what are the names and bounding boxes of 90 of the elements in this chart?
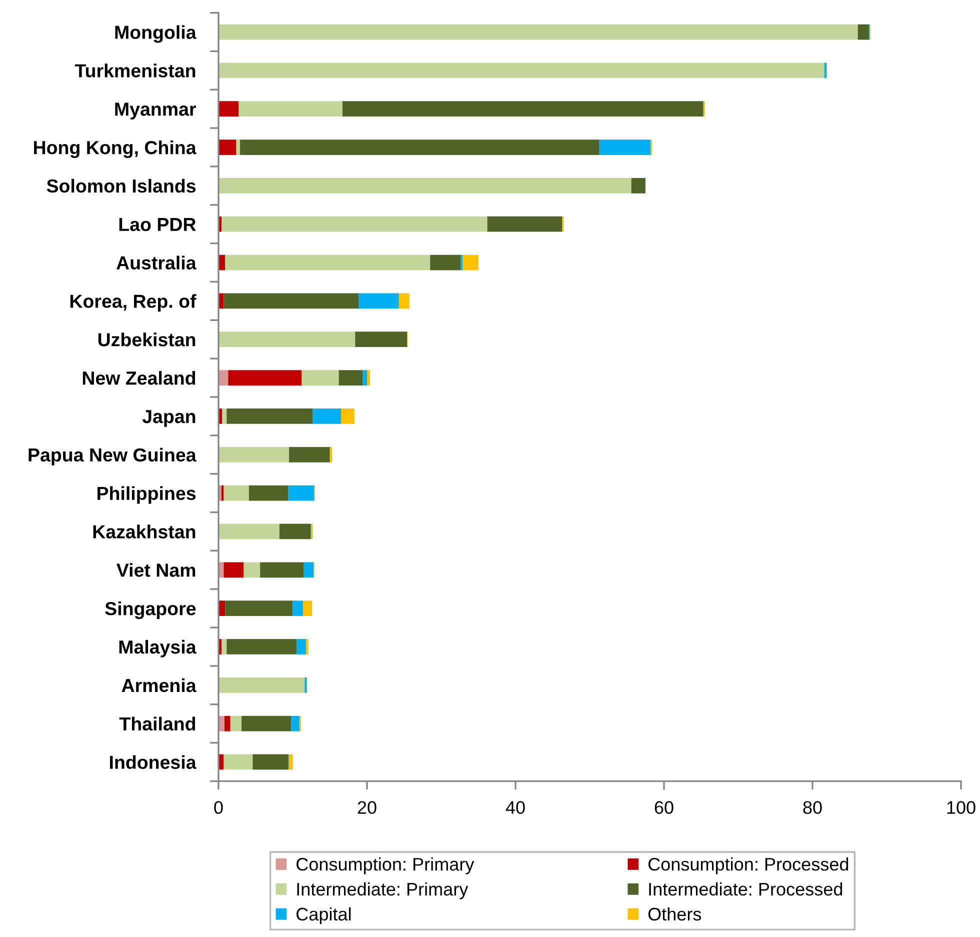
bar [240, 140, 600, 155]
bar [631, 178, 646, 194]
y-tick-label: Turkmenistan [74, 64, 196, 78]
bar [218, 677, 305, 693]
bar [312, 408, 342, 424]
y-tick-label: Thailand [119, 716, 196, 731]
bar [330, 446, 332, 462]
bar [224, 293, 359, 309]
bar [289, 754, 293, 770]
legend-label: Intermediate: Primary [297, 882, 468, 900]
legend-label: Consumption: Primary [296, 857, 474, 874]
bar [288, 485, 314, 501]
bar [218, 24, 858, 40]
bar [289, 446, 330, 462]
bar [224, 754, 253, 770]
x-tick-label: 40 [506, 801, 525, 814]
bar [242, 716, 292, 732]
bar [221, 639, 227, 654]
bar [222, 408, 227, 424]
bar [824, 62, 827, 78]
bar [244, 562, 260, 578]
bar [358, 293, 399, 309]
y-tick-label: Japan [142, 410, 196, 427]
y-tick-label: Korea, Rep. of [70, 294, 196, 312]
bar [218, 332, 356, 348]
y-tick-label: Malaysia [119, 640, 196, 658]
y-tick-label: Hong Kong, China [34, 140, 196, 158]
bar [224, 485, 249, 501]
bar [228, 370, 302, 386]
bar [342, 101, 704, 117]
bar [367, 370, 370, 386]
bar [252, 754, 288, 770]
bar [430, 254, 461, 270]
legend-label: Intermediate: Processed [649, 882, 842, 896]
bar [858, 24, 869, 40]
bar [238, 101, 342, 117]
bar [291, 716, 300, 732]
bar [304, 562, 314, 578]
bar [218, 62, 824, 78]
y-tick-label: Lao PDR [119, 218, 196, 232]
bar [338, 370, 363, 386]
y-tick-label: Indonesia [110, 755, 196, 769]
bar [218, 140, 236, 155]
y-tick-label: Myanmar [115, 102, 196, 120]
bar [248, 485, 288, 501]
legend-label: Capital [296, 907, 351, 924]
bar [260, 562, 304, 578]
bar [362, 370, 367, 386]
bar [302, 370, 339, 386]
bar [355, 332, 408, 348]
x-tick-label: 0 [214, 801, 223, 814]
bar [398, 293, 410, 309]
x-tick-label: 60 [654, 801, 674, 814]
bar [225, 254, 430, 270]
bar [303, 600, 312, 616]
bar [230, 716, 242, 732]
y-tick-label: Armenia [122, 678, 196, 692]
bar [279, 524, 311, 540]
bar [341, 408, 354, 424]
bar [221, 216, 488, 232]
y-tick-label: Australia [116, 256, 196, 270]
bar [599, 140, 651, 155]
bar [224, 716, 230, 732]
bar [296, 639, 306, 654]
legend-label: Consumption: Processed [648, 857, 848, 874]
bar [218, 524, 280, 540]
y-tick-label: Kazakhstan [93, 524, 196, 538]
bar [226, 408, 313, 424]
bar [462, 254, 478, 270]
x-tick-label: 20 [358, 801, 376, 814]
y-tick-label: Singapore [105, 602, 196, 620]
bar [487, 216, 562, 232]
y-tick-label: Philippines [98, 486, 196, 504]
y-tick-label: New Zealand [82, 370, 196, 385]
bar [292, 600, 304, 616]
x-tick-label: 100 [947, 801, 976, 814]
bar [218, 446, 290, 462]
x-tick-label: 80 [803, 801, 822, 814]
bar [226, 639, 296, 654]
y-tick-label: Mongolia [115, 25, 196, 43]
y-tick-label: Solomon Islands [46, 178, 196, 193]
y-tick-label: Papua New Guinea [28, 448, 196, 466]
bar [218, 178, 632, 194]
bar [218, 101, 239, 117]
y-tick-label: Viet Nam [116, 563, 196, 577]
y-tick-label: Uzbekistan [98, 332, 196, 346]
legend-label: Others [648, 907, 702, 921]
bar [236, 140, 240, 155]
bar [224, 562, 244, 578]
bar [225, 600, 293, 616]
